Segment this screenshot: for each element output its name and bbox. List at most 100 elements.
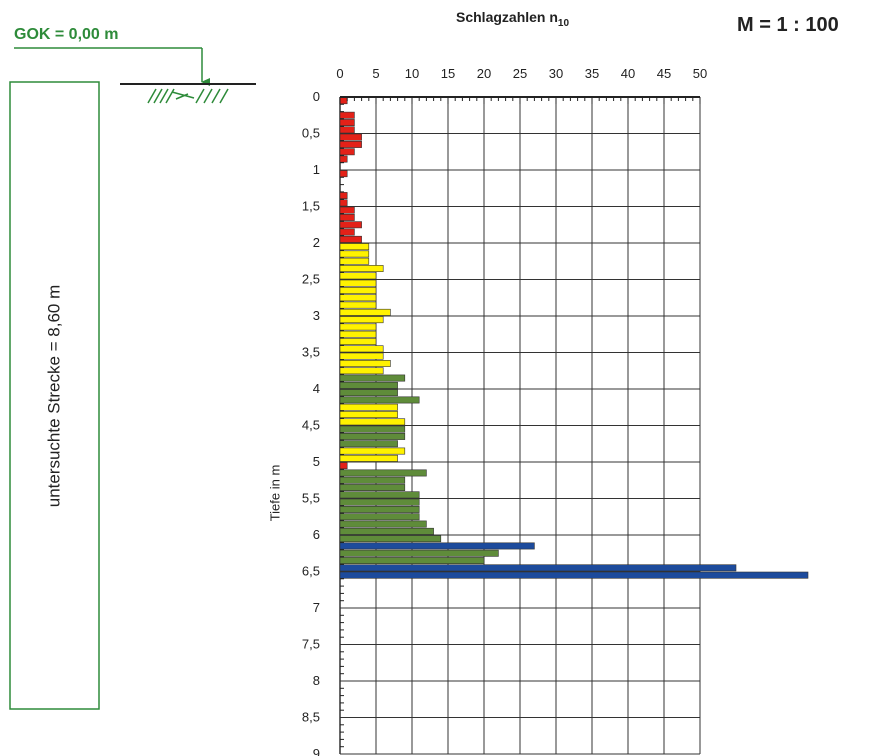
bar-green xyxy=(339,440,398,448)
bar-green xyxy=(339,476,406,484)
y-tick-labels: 0 0,5 1 1,5 2 2,5 3 3,5 4 4,5 5 5,5 6 6,5 7 7,5 8 8,5 9 xyxy=(302,89,320,756)
bar-green xyxy=(339,535,442,543)
x-tick-label: 50 xyxy=(693,66,707,81)
chart-axes xyxy=(339,96,701,748)
bar-yellow xyxy=(339,257,370,265)
x-tick-label: 30 xyxy=(549,66,563,81)
y-tick-label: 8 xyxy=(313,673,320,688)
bar-red xyxy=(339,155,348,163)
x-tick-label: 20 xyxy=(477,66,491,81)
bar-yellow xyxy=(339,301,377,309)
y-tick-label: 1,5 xyxy=(302,199,320,214)
bar-green xyxy=(339,396,420,404)
y-tick-label: 6 xyxy=(313,527,320,542)
y-tick-label: 6,5 xyxy=(302,564,320,579)
x-tick-label: 10 xyxy=(405,66,419,81)
bar-red xyxy=(339,228,355,236)
chart-title-subscript: 10 xyxy=(558,18,570,29)
bar-yellow xyxy=(339,308,391,316)
bar-red xyxy=(339,235,362,243)
bar-red xyxy=(339,111,355,119)
x-tick-label: 35 xyxy=(585,66,599,81)
chart-grid xyxy=(339,96,701,755)
x-tick-label: 45 xyxy=(657,66,671,81)
x-tick-label: 0 xyxy=(336,66,343,81)
bar-yellow xyxy=(339,279,377,287)
y-tick-label: 9 xyxy=(313,746,320,756)
bar-yellow xyxy=(339,272,377,280)
bar-yellow xyxy=(339,265,384,272)
bar-green xyxy=(339,557,485,565)
bar-yellow xyxy=(339,345,384,353)
bar-yellow xyxy=(339,330,377,338)
y-tick-label: 4,5 xyxy=(302,418,320,433)
bar-green xyxy=(339,469,427,477)
bar-yellow xyxy=(339,286,377,294)
y-tick-label: 7,5 xyxy=(302,637,320,652)
bar-green xyxy=(339,549,499,557)
bar-yellow xyxy=(339,367,384,375)
bar-green xyxy=(339,425,406,433)
bar-green xyxy=(339,381,398,389)
investigated-section-label: untersuchte Strecke = 8,60 m xyxy=(44,285,63,508)
bar-red xyxy=(339,133,362,141)
bar-red xyxy=(339,148,355,156)
x-tick-label: 5 xyxy=(372,66,379,81)
bar-green xyxy=(339,484,406,491)
gok-label: GOK = 0,00 m xyxy=(14,26,119,43)
chart-title: Schlagzahlen n10 xyxy=(456,9,569,29)
chart-bars xyxy=(339,97,809,579)
bar-red xyxy=(339,462,348,470)
bar-red xyxy=(339,214,355,221)
bar-yellow xyxy=(339,411,398,418)
bar-red xyxy=(339,97,348,105)
bar-red xyxy=(339,221,362,229)
bar-green xyxy=(339,374,406,382)
ground-surface-symbol xyxy=(120,83,256,104)
bar-yellow xyxy=(339,323,377,331)
investigated-section-box xyxy=(9,81,100,710)
bar-red xyxy=(339,141,362,148)
y-tick-label: 5,5 xyxy=(302,491,320,506)
bar-yellow xyxy=(339,243,370,251)
bar-yellow xyxy=(339,338,377,345)
y-axis-title: Tiefe in m xyxy=(267,465,282,522)
bar-yellow xyxy=(339,403,398,411)
bar-green xyxy=(339,527,434,535)
x-tick-label: 40 xyxy=(621,66,635,81)
bar-red xyxy=(339,126,355,134)
bar-green xyxy=(339,513,420,521)
bar-yellow xyxy=(339,418,406,426)
bar-green xyxy=(339,520,427,528)
x-tick-label: 25 xyxy=(513,66,527,81)
bar-green xyxy=(339,498,420,506)
y-tick-label: 8,5 xyxy=(302,710,320,725)
bar-red xyxy=(339,206,355,214)
y-tick-label: 1 xyxy=(313,162,320,177)
y-tick-label: 3,5 xyxy=(302,345,320,360)
bar-yellow xyxy=(339,316,384,324)
bar-yellow xyxy=(339,250,370,258)
x-tick-labels: 0 5 10 15 20 25 30 35 40 45 50 xyxy=(336,66,707,81)
bar-yellow xyxy=(339,447,406,455)
bar-yellow xyxy=(339,454,398,462)
bar-red xyxy=(339,192,348,199)
y-tick-label: 0,5 xyxy=(302,126,320,141)
bar-red xyxy=(339,199,348,207)
y-tick-label: 4 xyxy=(313,381,320,396)
y-tick-label: 2 xyxy=(313,235,320,250)
scale-label: M = 1 : 100 xyxy=(737,14,839,36)
bar-yellow xyxy=(339,294,377,302)
y-tick-label: 3 xyxy=(313,308,320,323)
bar-blue xyxy=(339,564,737,572)
bar-red xyxy=(339,170,348,178)
y-tick-label: 7 xyxy=(313,600,320,615)
bar-red xyxy=(339,119,355,127)
bar-green xyxy=(339,505,420,513)
bar-yellow xyxy=(339,359,391,367)
bar-green xyxy=(339,491,420,499)
bar-blue xyxy=(339,542,535,550)
bar-yellow xyxy=(339,352,384,360)
x-tick-label: 15 xyxy=(441,66,455,81)
